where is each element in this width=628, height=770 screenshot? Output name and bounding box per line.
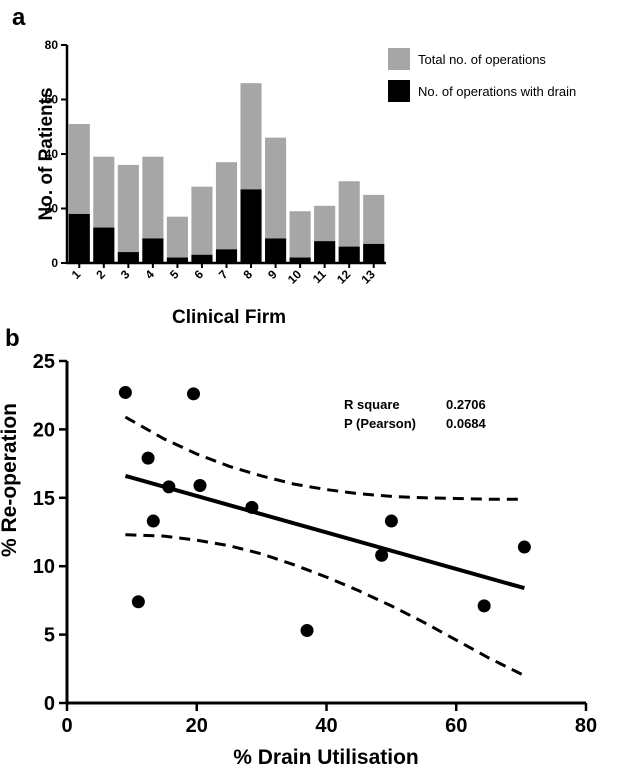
bar-drain-firm-2	[93, 227, 115, 263]
x-tick-label-firm-7: 7	[216, 267, 231, 282]
x-tick-label-firm-10: 10	[285, 267, 305, 287]
x-tick-label-80: 80	[575, 715, 597, 737]
bar-drain-firm-8	[240, 189, 262, 263]
panel-b-x-axis-title: % Drain Utilisation	[233, 746, 419, 769]
x-tick-label-firm-12: 12	[334, 267, 354, 287]
y-tick-label-20: 20	[45, 202, 59, 216]
bar-drain-firm-11	[314, 241, 336, 263]
regression-line	[124, 473, 525, 591]
scatter-point-11	[131, 595, 145, 609]
x-tick-label-firm-3: 3	[118, 267, 133, 282]
legend-label-total: Total no. of operations	[418, 52, 546, 67]
scatter-point-4	[162, 480, 176, 494]
bar-drain-firm-3	[117, 252, 139, 263]
panel-b-scatter-chart: b % Re-operation % Drain Utilisation 0 5 1…	[0, 325, 597, 769]
x-tick-label-firm-13: 13	[359, 267, 379, 287]
x-tick-label-firm-2: 2	[93, 267, 108, 282]
panel-b-stats: R square 0.2706 P (Pearson) 0.0684	[344, 397, 487, 431]
bar-total-firm-9	[265, 137, 287, 263]
scatter-point-7	[245, 500, 259, 514]
panel-a-label: a	[12, 4, 26, 31]
legend-swatch-total	[388, 48, 410, 70]
x-tick-label-0: 0	[61, 715, 72, 737]
scatter-point-2	[187, 387, 201, 401]
scatter-point-10	[517, 540, 531, 554]
panel-b-y-axis-title: % Re-operation	[0, 403, 21, 557]
bar-total-firm-6	[191, 186, 213, 263]
y-tick-label-15: 15	[33, 488, 55, 510]
bar-drain-firm-7	[215, 249, 238, 263]
bar-drain-firm-5	[166, 257, 188, 263]
panel-a-x-axis-title: Clinical Firm	[172, 307, 286, 328]
bar-total-firm-12	[338, 181, 360, 263]
bar-total-firm-7	[215, 162, 238, 263]
scatter-point-13	[300, 623, 314, 637]
bar-total-firm-10	[289, 211, 311, 263]
x-tick-label-60: 60	[445, 715, 467, 737]
x-tick-label-firm-1: 1	[69, 267, 84, 282]
panel-a-legend: Total no. of operations No. of operation…	[388, 48, 576, 102]
x-tick-label-20: 20	[186, 715, 208, 737]
bar-drain-firm-1	[68, 213, 90, 263]
stat-value-p-pearson: 0.0684	[446, 416, 487, 431]
scatter-point-6	[146, 514, 160, 528]
y-tick-label-10: 10	[33, 556, 55, 578]
bar-total-firm-4	[142, 156, 164, 263]
y-tick-label-20: 20	[33, 419, 55, 441]
scatter-point-1	[118, 385, 132, 399]
scatter-point-3	[141, 451, 155, 465]
legend-swatch-drain	[388, 80, 410, 102]
x-tick-label-firm-5: 5	[167, 267, 182, 282]
y-tick-label-25: 25	[33, 351, 55, 373]
stat-label-p-pearson: P (Pearson)	[344, 416, 416, 431]
bar-drain-firm-10	[289, 257, 311, 263]
stat-label-r-square: R square	[344, 397, 400, 412]
bar-total-firm-5	[166, 216, 188, 263]
bar-drain-firm-9	[265, 238, 287, 263]
scatter-point-8	[384, 514, 398, 528]
scatter-point-12	[477, 599, 491, 613]
panel-a-y-axis-title: No. of Patients	[36, 87, 57, 220]
x-tick-label-firm-11: 11	[310, 267, 329, 286]
y-tick-label-0: 0	[51, 256, 58, 270]
bar-drain-firm-12	[338, 246, 360, 263]
y-tick-label-0: 0	[44, 693, 55, 715]
bar-drain-firm-6	[191, 254, 213, 263]
y-tick-label-80: 80	[45, 38, 59, 52]
scatter-point-5	[193, 478, 207, 492]
confidence-band-lower	[125, 533, 526, 677]
y-tick-label-40: 40	[45, 147, 59, 161]
panel-a-bars	[68, 83, 385, 264]
legend-label-drain: No. of operations with drain	[418, 84, 576, 99]
stat-value-r-square: 0.2706	[446, 397, 486, 412]
bar-total-firm-3	[117, 164, 139, 263]
y-tick-label-5: 5	[44, 625, 55, 647]
scatter-point-9	[375, 548, 389, 562]
panel-b-axes: 0 5 10 15 20 25 0 20 40 60 80	[33, 351, 597, 737]
panel-b-label: b	[5, 325, 20, 352]
x-tick-label-firm-9: 9	[265, 267, 280, 282]
confidence-band-upper	[124, 415, 525, 501]
x-tick-label-firm-4: 4	[142, 267, 157, 282]
panel-b-plot	[118, 385, 531, 677]
x-tick-label-firm-6: 6	[191, 267, 206, 282]
y-tick-label-60: 60	[45, 93, 59, 107]
bar-drain-firm-4	[142, 238, 164, 263]
bar-drain-firm-13	[363, 243, 385, 263]
x-tick-label-40: 40	[315, 715, 337, 737]
x-tick-label-firm-8: 8	[241, 267, 256, 282]
